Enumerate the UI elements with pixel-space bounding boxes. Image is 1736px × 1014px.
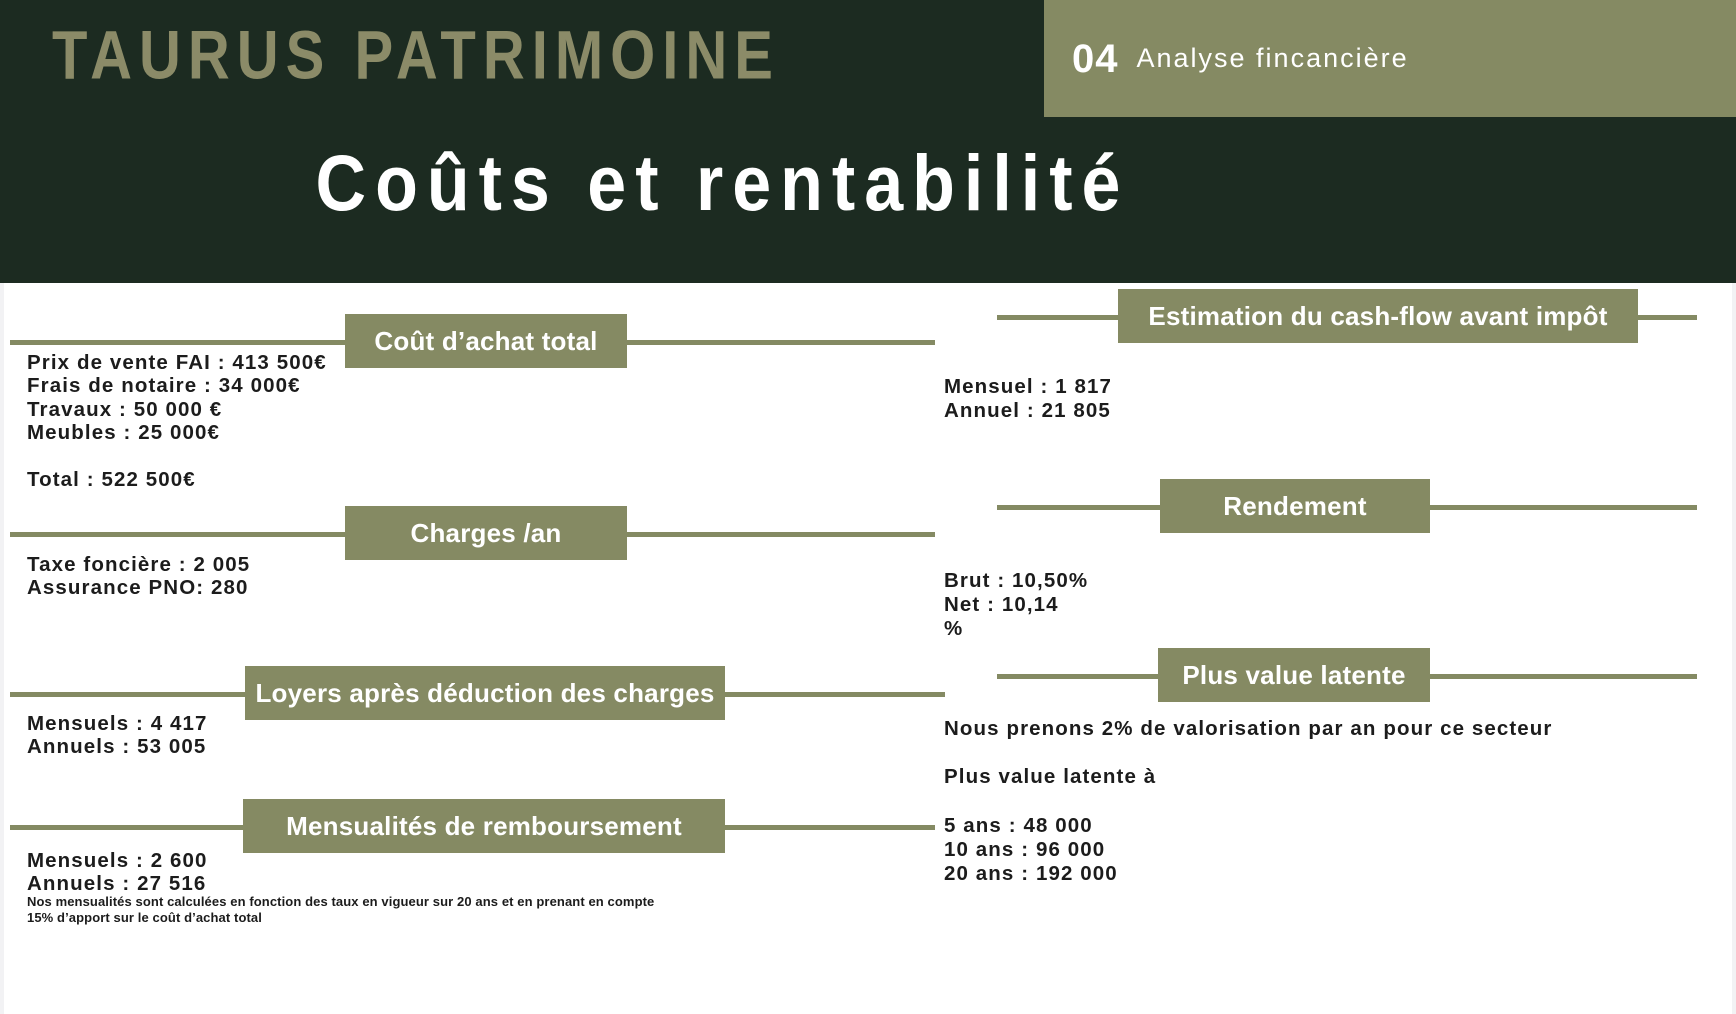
right-column: Estimation du cash-flow avant impôt Mens… (944, 283, 1736, 1014)
section-body-cash-flow: Mensuel : 1 817 Annuel : 21 805 (944, 375, 1113, 423)
section-body-loyers: Mensuels : 4 417 Annuels : 53 005 (27, 712, 208, 759)
section-heading-loyers: Loyers après déduction des charges (0, 666, 960, 720)
section-title: Charges /an (410, 518, 562, 548)
section-heading-mensualites: Mensualités de remboursement (0, 799, 960, 853)
section-body-plus-value: Nous prenons 2% de valorisation par an p… (944, 717, 1553, 886)
section-title: Loyers après déduction des charges (255, 678, 715, 708)
section-title: Rendement (1223, 491, 1367, 521)
section-label-box: Estimation du cash-flow avant impôt (1118, 289, 1638, 343)
section-label-box: Plus value latente (1158, 648, 1430, 702)
section-body-mensualites: Mensuels : 2 600 Annuels : 27 516 (27, 849, 208, 896)
section-label: Analyse fincancière (1136, 43, 1409, 73)
section-heading-cash-flow: Estimation du cash-flow avant impôt (960, 289, 1736, 343)
section-heading-charges-an: Charges /an (0, 506, 960, 560)
section-title: Coût d’achat total (374, 326, 598, 356)
left-column: Coût d’achat total Prix de vente FAI : 4… (0, 283, 960, 1014)
section-label-box: Rendement (1160, 479, 1430, 533)
right-edge-strip (1732, 283, 1736, 1014)
section-heading-cout-achat-total: Coût d’achat total (0, 314, 960, 368)
footnote-mensualites: Nos mensualités sont calculées en foncti… (27, 894, 655, 926)
slide-title: Coûts et rentabilité (315, 138, 1130, 227)
section-title: Plus value latente (1182, 660, 1406, 690)
brand-title: TAURUS PATRIMOINE (52, 17, 780, 94)
section-label-box: Loyers après déduction des charges (245, 666, 725, 720)
section-number: 04 (1072, 36, 1119, 81)
section-label-box: Mensualités de remboursement (243, 799, 725, 853)
section-label-box: Coût d’achat total (345, 314, 627, 368)
left-edge-strip (0, 283, 4, 1014)
section-badge: 04 Analyse fincancière (1044, 0, 1736, 117)
section-title: Mensualités de remboursement (286, 811, 682, 841)
section-heading-rendement: Rendement (960, 479, 1736, 533)
slide-content: Coût d’achat total Prix de vente FAI : 4… (0, 283, 1736, 1014)
section-title: Estimation du cash-flow avant impôt (1148, 301, 1608, 331)
section-body-charges-an: Taxe foncière : 2 005 Assurance PNO: 280 (27, 553, 251, 600)
section-label-box: Charges /an (345, 506, 627, 560)
slide-header: TAURUS PATRIMOINE 04 Analyse fincancière… (0, 0, 1736, 283)
section-heading-plus-value: Plus value latente (960, 648, 1736, 702)
section-body-rendement: Brut : 10,50% Net : 10,14 % (944, 569, 1089, 641)
section-body-cout-achat-total: Prix de vente FAI : 413 500€ Frais de no… (27, 351, 327, 491)
